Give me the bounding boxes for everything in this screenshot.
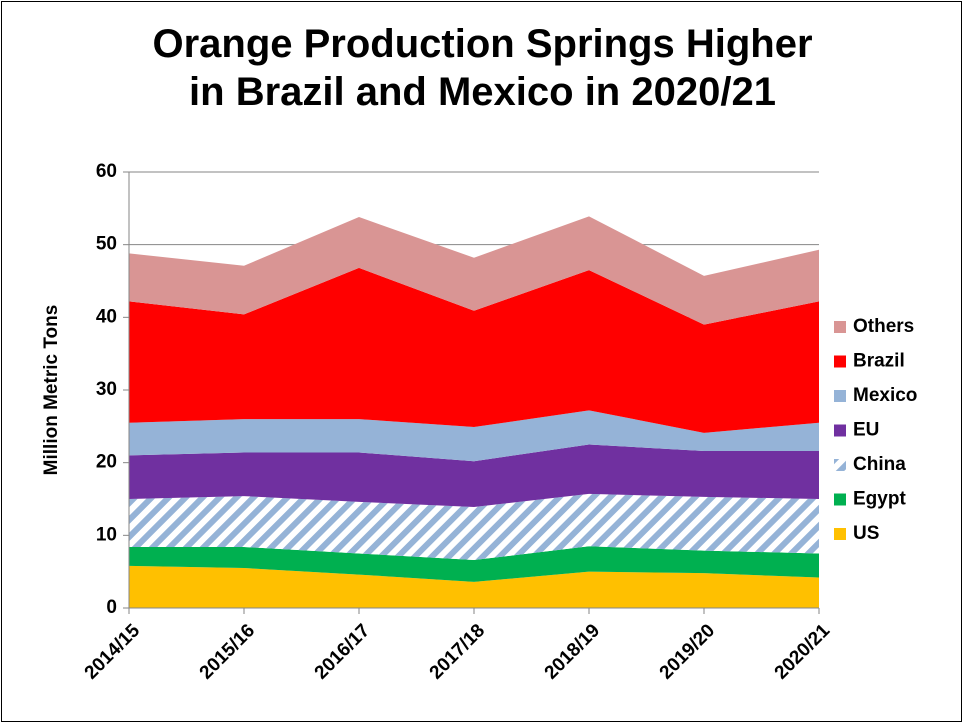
legend-swatch	[834, 528, 846, 540]
legend-swatch	[834, 355, 846, 368]
legend-item-eu: EU	[834, 420, 879, 441]
legend-item-mexico: Mexico	[834, 385, 917, 406]
area-series-us	[129, 565, 819, 608]
legend-label: Brazil	[853, 351, 905, 372]
y-tick-label: 0	[106, 597, 117, 618]
y-tick-label: 60	[96, 161, 117, 182]
legend-item-egypt: Egypt	[834, 489, 906, 510]
area-series-mexico	[129, 410, 819, 462]
x-tick-label: 2016/17	[311, 620, 374, 683]
area-series-egypt	[129, 546, 819, 582]
legend-label: Mexico	[853, 385, 917, 406]
x-tick-label: 2018/19	[541, 620, 604, 683]
legend-item-china: China	[834, 454, 906, 475]
legend-item-others: Others	[834, 316, 914, 337]
legend-label: China	[853, 454, 906, 475]
x-tick-label: 2017/18	[426, 620, 489, 683]
area-series-brazil	[129, 267, 819, 433]
legend-label: Egypt	[853, 489, 906, 510]
x-tick-label: 2019/20	[656, 620, 719, 683]
legend-label: EU	[853, 420, 879, 441]
y-tick-label: 50	[96, 234, 117, 255]
y-tick-label: 10	[96, 524, 117, 545]
legend-label: Others	[853, 316, 914, 337]
y-tick-label: 30	[96, 379, 117, 400]
area-series-china	[129, 493, 819, 561]
chart-title: Orange Production Springs Higher in Braz…	[0, 20, 965, 116]
legend-item-brazil: Brazil	[834, 351, 905, 372]
legend-swatch	[834, 459, 846, 471]
chart-title-line-1: Orange Production Springs Higher	[152, 22, 813, 66]
area-series-others	[129, 216, 819, 325]
x-tick-label: 2014/15	[81, 620, 145, 684]
y-axis-label: Million Metric Tons	[41, 305, 62, 476]
legend-swatch	[834, 424, 846, 437]
y-tick-label: 20	[96, 452, 117, 473]
legend-label: US	[853, 523, 879, 544]
legend-swatch	[834, 390, 846, 402]
legend-item-us: US	[834, 523, 879, 544]
legend-swatch	[834, 493, 846, 506]
x-tick-label: 2015/16	[196, 620, 259, 683]
area-series-eu	[129, 444, 819, 507]
chart-title-line-2: in Brazil and Mexico in 2020/21	[189, 70, 776, 114]
x-tick-label: 2020/21	[771, 620, 835, 684]
legend-swatch	[834, 321, 846, 333]
y-tick-label: 40	[96, 306, 117, 327]
